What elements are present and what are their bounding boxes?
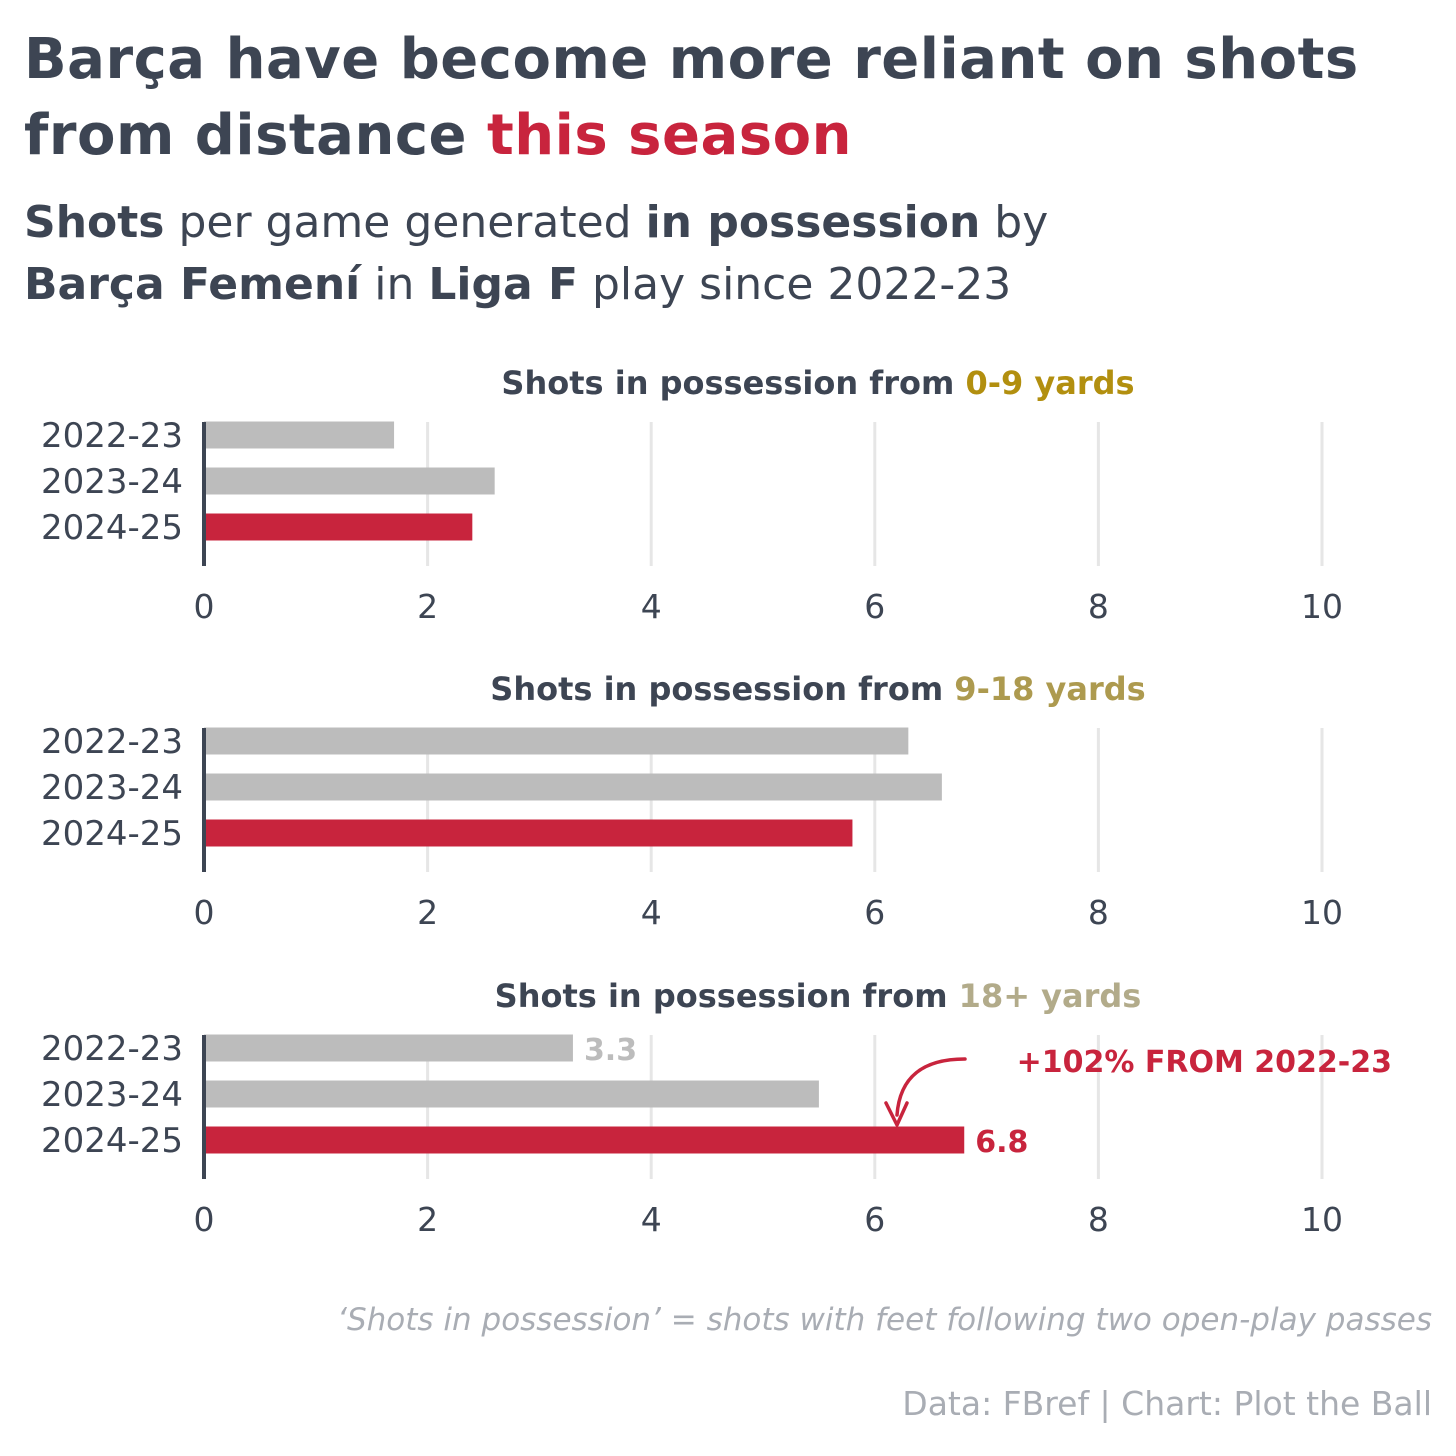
title-main: Barça have become more reliant on shots …	[24, 27, 1359, 168]
bar-2023-24	[204, 1080, 819, 1108]
x-tick-label: 8	[1088, 587, 1109, 626]
x-tick-label: 4	[641, 587, 662, 626]
bar-2023-24	[204, 773, 942, 801]
bar-2023-24	[204, 467, 495, 495]
data-label: 6.8	[975, 1125, 1028, 1160]
chart-subtitle: Shots per game generated in possession b…	[24, 192, 1444, 316]
category-label: 2023-24	[41, 1075, 183, 1115]
x-tick-label: 4	[641, 1200, 662, 1239]
x-tick-label: 6	[864, 587, 885, 626]
annotation-arrow	[895, 1057, 967, 1117]
title-highlight: this season	[487, 103, 852, 168]
x-tick-label: 2	[417, 587, 438, 626]
x-tick-label: 6	[864, 893, 885, 932]
panel-title-range: 18+ yards	[959, 977, 1142, 1015]
footnote: ‘Shots in possession’ = shots with feet …	[337, 1302, 1432, 1338]
category-label: 2022-23	[41, 722, 183, 762]
category-label: 2022-23	[41, 416, 183, 456]
subtitle-part: Liga F	[428, 259, 579, 310]
x-tick-label: 10	[1301, 893, 1343, 932]
panel-title: Shots in possession from 0-9 yards	[501, 364, 1134, 402]
panel-title-range: 9-18 yards	[954, 670, 1145, 708]
x-tick-label: 8	[1088, 1200, 1109, 1239]
bar-2022-23	[204, 1034, 573, 1062]
panel-title-prefix: Shots in possession from	[490, 670, 954, 708]
panel-title: Shots in possession from 9-18 yards	[490, 670, 1145, 708]
x-tick-label: 10	[1301, 1200, 1343, 1239]
category-label: 2024-25	[41, 508, 183, 548]
x-tick-label: 8	[1088, 893, 1109, 932]
bar-2024-25	[204, 819, 853, 847]
category-label: 2023-24	[41, 462, 183, 502]
bar-2024-25	[204, 1126, 965, 1154]
subtitle-part: in	[360, 259, 429, 310]
annotation-text: +102% FROM 2022-23	[1017, 1045, 1392, 1080]
subtitle-part: per game generated	[164, 197, 646, 248]
x-tick-label: 6	[864, 1200, 885, 1239]
subtitle-part: in possession	[645, 197, 981, 248]
chart-title: Barça have become more reliant on shots …	[24, 22, 1444, 174]
x-tick-label: 2	[417, 1200, 438, 1239]
subtitle-part: play since 2022-23	[578, 259, 1012, 310]
bar-2024-25	[204, 513, 473, 541]
annotation-arrowhead	[884, 1101, 909, 1127]
category-label: 2023-24	[41, 768, 183, 808]
x-tick-label: 0	[194, 893, 215, 932]
x-tick-label: 4	[641, 893, 662, 932]
x-tick-label: 10	[1301, 587, 1343, 626]
subtitle-part: Shots	[24, 197, 165, 248]
bar-2022-23	[204, 421, 395, 449]
category-label: 2022-23	[41, 1029, 183, 1069]
x-tick-label: 0	[194, 587, 215, 626]
subtitle-part: by	[980, 197, 1049, 248]
bar-2022-23	[204, 727, 909, 755]
x-tick-label: 0	[194, 1200, 215, 1239]
source-credit: Data: FBref | Chart: Plot the Ball	[902, 1384, 1432, 1423]
panel-title-prefix: Shots in possession from	[495, 977, 959, 1015]
data-label: 3.3	[584, 1033, 637, 1068]
subtitle-part: Barça Femení	[24, 259, 361, 310]
panel-title: Shots in possession from 18+ yards	[495, 977, 1142, 1015]
category-label: 2024-25	[41, 814, 183, 854]
panel-title-prefix: Shots in possession from	[501, 364, 965, 402]
category-label: 2024-25	[41, 1121, 183, 1161]
panel-title-range: 0-9 yards	[965, 364, 1134, 402]
x-tick-label: 2	[417, 893, 438, 932]
